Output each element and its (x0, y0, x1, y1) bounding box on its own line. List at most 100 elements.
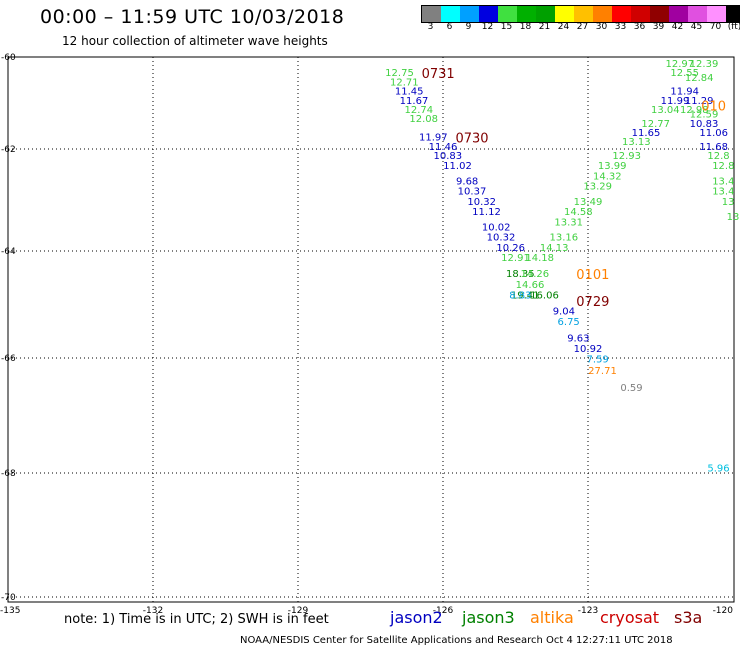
wave-height-label: 11.46 (429, 142, 458, 153)
lon-label: -135 (0, 606, 20, 616)
wave-height-label: 11.12 (472, 207, 501, 218)
color-scale-labels: 3 6 9 12 15 18 21 24 27 30 33 36 39 42 45 70 (ft) (421, 22, 740, 34)
scale-swatch (536, 6, 555, 22)
lat-label: -66 (1, 354, 16, 364)
lon-label: -129 (288, 606, 309, 616)
wave-height-label: 11.94 (670, 87, 699, 98)
credit-line: NOAA/NESDIS Center for Satellite Applica… (240, 635, 673, 646)
units-note: note: 1) Time is in UTC; 2) SWH is in fe… (64, 612, 329, 627)
wave-height-label: 12.91 (501, 253, 530, 264)
lat-label: -68 (1, 469, 16, 479)
wave-height-label: 12.84 (685, 73, 714, 84)
wave-height-label: 5.96 (707, 464, 729, 475)
wave-height-label: 13 (722, 197, 735, 208)
wave-height-label: 13.49 (574, 197, 603, 208)
wave-height-label: 11.45 (395, 87, 424, 98)
scale-swatch (479, 6, 498, 22)
wave-height-label: 9.04 (553, 307, 575, 318)
wave-height-label: 13 (727, 212, 740, 223)
wave-height-label: 11.67 (400, 96, 429, 107)
scale-label: 33 (614, 22, 627, 32)
wave-height-label: 11.65 (632, 128, 661, 139)
wave-height-label: 27.71 (588, 366, 617, 377)
scale-swatch (612, 6, 631, 22)
wave-height-label: 10.26 (496, 243, 525, 254)
wave-height-label: 14.66 (516, 280, 545, 291)
legend-cryosat: cryosat (600, 608, 660, 627)
wave-height-label: 12.77 (641, 119, 670, 130)
wave-height-label: 19.41 (511, 290, 540, 301)
wave-height-label: 12.75 (385, 68, 414, 79)
wave-height-label: 13.04 (651, 105, 680, 116)
wave-height-label: 9.63 (567, 333, 589, 344)
scale-label: 42 (671, 22, 684, 32)
wave-height-label: 11.06 (699, 128, 728, 139)
wave-height-label: 13.16 (550, 233, 579, 244)
scale-label: 24 (557, 22, 570, 32)
scale-swatch (498, 6, 517, 22)
legend-s3a: s3a (674, 608, 703, 627)
scale-label: 18 (519, 22, 532, 32)
wave-height-label: 12.59 (690, 110, 719, 121)
scale-label: 12 (481, 22, 494, 32)
lon-label: -126 (433, 606, 454, 616)
pass-time-label: 0101 (576, 268, 609, 283)
wave-height-label: 12.8 (712, 161, 734, 172)
scale-label: 45 (690, 22, 703, 32)
wave-height-label: 11.68 (699, 142, 728, 153)
legend-jason3: jason3 (462, 608, 515, 627)
legend-jason2: jason2 (390, 608, 443, 627)
wave-height-label: 13.4 (712, 177, 734, 188)
lon-label: -120 (713, 606, 734, 616)
map-title: 00:00 – 11:59 UTC 10/03/2018 (40, 6, 345, 28)
scale-swatch (707, 6, 726, 22)
wave-height-label: 12.39 (690, 59, 719, 70)
lon-label: -132 (143, 606, 163, 616)
scale-label: 15 (500, 22, 513, 32)
scale-label: 21 (538, 22, 551, 32)
scale-swatch (688, 6, 707, 22)
scale-label: (ft) (727, 22, 740, 32)
wave-height-label: 10.83 (690, 119, 719, 130)
lat-label: -70 (1, 593, 16, 603)
wave-height-label: 0.59 (620, 383, 642, 394)
wave-height-label: 10.32 (467, 197, 496, 208)
scale-label: 3 (427, 22, 434, 32)
scale-swatch (726, 6, 740, 22)
wave-height-label: 13.4 (712, 187, 734, 198)
wave-height-label: 14.26 (521, 269, 550, 280)
wave-height-label: 14.32 (593, 171, 622, 182)
scale-label: 27 (576, 22, 589, 32)
wave-height-label: 12.8 (707, 151, 729, 162)
pass-time-label: 0731 (422, 67, 455, 82)
wave-height-label: 10.02 (482, 222, 511, 233)
wave-height-label: 11.29 (685, 96, 714, 107)
pass-time-label: 0729 (576, 295, 609, 310)
scale-swatch (574, 6, 593, 22)
lat-label: -62 (1, 145, 16, 155)
scale-swatch (422, 6, 441, 22)
wave-height-label: 14.13 (540, 243, 569, 254)
wave-height-label: 12.93 (612, 151, 641, 162)
scale-label: 6 (446, 22, 453, 32)
map-subtitle: 12 hour collection of altimeter wave hei… (62, 34, 328, 48)
scale-label: 36 (633, 22, 646, 32)
map-frame (7, 56, 735, 603)
wave-height-label: 12.97 (666, 59, 695, 70)
color-scale-bar (421, 5, 740, 23)
wave-height-label: 9.68 (456, 177, 478, 188)
wave-height-label: 12.55 (670, 68, 699, 79)
pass-time-label: 010 (701, 99, 726, 114)
scale-label: 70 (709, 22, 722, 32)
wave-height-label: 10.32 (487, 233, 516, 244)
wave-height-label: 6.75 (558, 317, 580, 328)
wave-height-label: 10.83 (434, 151, 463, 162)
wave-height-label: 13.29 (583, 182, 612, 193)
wave-height-label: 16.06 (530, 290, 559, 301)
wave-height-label: 10.37 (458, 187, 487, 198)
wave-height-label: 11.99 (661, 96, 690, 107)
scale-swatch (593, 6, 612, 22)
wave-height-label: 18.35 (506, 269, 535, 280)
wave-height-label: 12.71 (390, 77, 419, 88)
